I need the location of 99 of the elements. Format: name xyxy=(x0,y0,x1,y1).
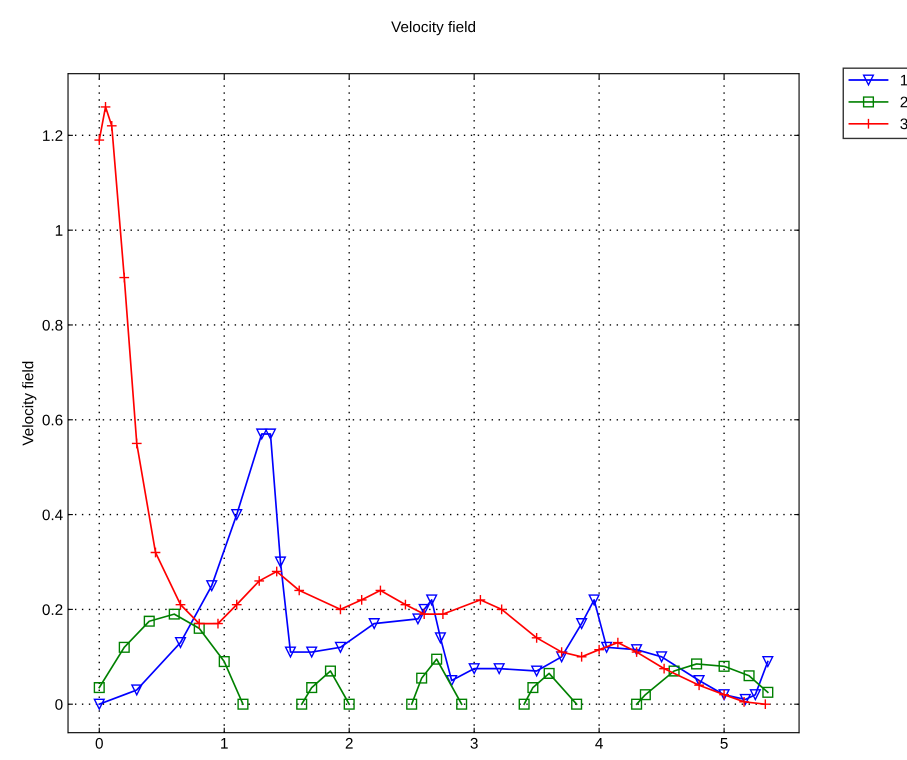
point xyxy=(694,680,705,691)
point xyxy=(588,594,600,606)
y-tick-label: 0.4 xyxy=(42,509,63,520)
point xyxy=(594,644,605,656)
point xyxy=(474,594,486,606)
point xyxy=(174,637,186,648)
point xyxy=(416,672,428,684)
point xyxy=(631,644,642,656)
point xyxy=(356,594,368,606)
point xyxy=(231,599,242,610)
point xyxy=(601,642,612,653)
point xyxy=(531,665,542,677)
point xyxy=(691,658,702,670)
point xyxy=(571,698,582,710)
x-tick-label: 1 xyxy=(221,738,228,749)
point xyxy=(576,618,588,630)
point xyxy=(750,689,761,700)
y-tick-label: 0 xyxy=(55,699,63,710)
point xyxy=(94,698,105,710)
point xyxy=(412,613,424,624)
point xyxy=(468,663,480,674)
point xyxy=(131,684,142,696)
point xyxy=(237,698,249,710)
point xyxy=(760,698,771,710)
point xyxy=(118,642,130,653)
point xyxy=(296,698,308,710)
y-tick-label: 0.6 xyxy=(42,414,62,426)
point xyxy=(368,618,380,630)
chart-title: Velocity field xyxy=(391,20,476,36)
x-tick-label: 0 xyxy=(96,738,103,749)
point xyxy=(284,646,296,658)
point xyxy=(656,651,668,662)
point xyxy=(150,546,162,558)
point xyxy=(426,594,438,606)
point xyxy=(446,674,458,686)
point xyxy=(231,509,242,520)
point xyxy=(762,656,774,668)
point xyxy=(531,632,542,644)
point xyxy=(174,599,186,610)
point xyxy=(496,604,508,615)
point xyxy=(518,698,530,710)
point xyxy=(334,604,346,615)
point xyxy=(418,608,430,620)
point xyxy=(94,134,105,146)
point xyxy=(406,698,418,710)
point xyxy=(740,694,751,706)
point xyxy=(334,642,346,653)
point xyxy=(168,608,180,620)
point xyxy=(456,698,468,710)
x-tick-label: 4 xyxy=(595,738,603,749)
point xyxy=(206,580,218,592)
y-axis-title: Velocity field xyxy=(22,362,36,446)
point xyxy=(612,637,624,648)
point xyxy=(131,438,142,450)
point xyxy=(94,682,105,694)
point xyxy=(274,556,286,568)
point xyxy=(744,670,755,682)
point xyxy=(631,698,642,710)
point xyxy=(556,646,568,658)
point xyxy=(324,665,336,677)
point xyxy=(762,686,774,698)
y-tick-label: 0.2 xyxy=(42,604,62,616)
point xyxy=(738,696,750,708)
point xyxy=(527,682,538,694)
point xyxy=(306,682,318,694)
point xyxy=(576,651,588,662)
point xyxy=(294,584,305,596)
point xyxy=(437,608,448,620)
point xyxy=(254,575,265,586)
point xyxy=(418,604,430,615)
point xyxy=(400,599,411,610)
y-tick-label: 1 xyxy=(56,225,62,236)
point xyxy=(118,272,130,284)
x-tick-label: 2 xyxy=(346,738,353,749)
point xyxy=(271,566,282,578)
point xyxy=(106,120,118,132)
point xyxy=(344,698,355,710)
point xyxy=(256,428,268,440)
point xyxy=(194,618,205,630)
point xyxy=(100,101,112,112)
point xyxy=(374,584,386,596)
point xyxy=(556,651,568,662)
point xyxy=(218,656,230,668)
point xyxy=(212,618,224,630)
point xyxy=(144,616,155,627)
y-tick-label: 0.8 xyxy=(42,320,62,331)
point xyxy=(431,654,442,665)
point xyxy=(668,665,680,677)
point xyxy=(544,668,555,679)
point xyxy=(434,632,446,644)
point xyxy=(658,663,670,674)
x-tick-label: 3 xyxy=(470,738,478,749)
y-tick-label: 1.2 xyxy=(43,130,62,141)
point xyxy=(494,663,505,674)
point xyxy=(306,646,318,658)
point xyxy=(718,660,730,672)
point xyxy=(640,689,651,700)
point xyxy=(264,428,276,440)
x-tick-label: 5 xyxy=(720,738,728,749)
